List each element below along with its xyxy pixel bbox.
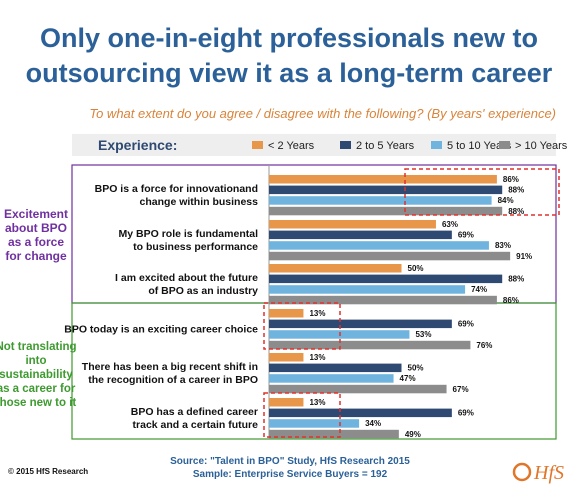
source-line-2: Sample: Enterprise Service Buyers = 192 — [193, 469, 388, 480]
value-label-4-3: 67% — [453, 385, 469, 394]
bar-5-3 — [269, 429, 399, 439]
bar-4-0 — [269, 353, 304, 362]
logo-text: HfS — [533, 462, 564, 484]
group-label-1-line-2: sustainability — [0, 369, 73, 381]
value-label-1-0: 63% — [442, 220, 458, 229]
legend-heading: Experience: — [98, 137, 177, 153]
bar-4-2 — [269, 374, 394, 383]
logo: HfS — [512, 462, 564, 484]
bar-0-0 — [269, 175, 497, 184]
bar-2-1 — [269, 274, 503, 284]
legend-swatch-0 — [252, 141, 263, 149]
group-label-1-line-0: Not translating — [0, 341, 77, 353]
legend-swatch-3 — [499, 141, 510, 149]
bar-3-1 — [269, 319, 452, 329]
bar-1-1 — [269, 230, 452, 240]
category-label-1-line-1: to business performance — [133, 241, 258, 253]
highlight-box-1 — [263, 302, 341, 350]
category-label-0-line-1: change within business — [140, 196, 259, 208]
bar-3-0 — [269, 309, 304, 318]
category-label-2-line-1: of BPO as an industry — [148, 285, 258, 297]
value-label-5-2: 34% — [365, 419, 381, 428]
value-label-2-3: 86% — [503, 296, 519, 305]
value-label-1-1: 69% — [458, 231, 474, 240]
group-label-0-line-1: about BPO — [5, 221, 67, 235]
category-label-4-line-0: There has been a big recent shift in — [82, 361, 258, 373]
value-label-1-3: 91% — [516, 252, 532, 261]
value-label-3-3: 76% — [476, 341, 492, 350]
value-label-5-0: 13% — [309, 398, 325, 407]
highlight-boxes — [263, 168, 560, 438]
bar-1-3 — [269, 251, 511, 261]
group-label-1-line-4: those new to it — [0, 397, 76, 409]
bar-0-3 — [269, 206, 503, 216]
category-label-3-line-0: BPO today is an exciting career choice — [64, 324, 258, 336]
bar-4-3 — [269, 384, 447, 394]
value-label-0-0: 86% — [503, 175, 519, 184]
bars — [269, 175, 511, 439]
legend: < 2 Years 2 to 5 Years 5 to 10 Years > 10 Y… — [252, 140, 568, 152]
copyright: © 2015 HfS Research — [8, 467, 88, 476]
highlight-box-0 — [404, 168, 560, 216]
legend-label-1: 2 to 5 Years — [356, 140, 415, 152]
subtitle: To what extent do you agree / disagree w… — [89, 106, 556, 121]
value-label-3-2: 53% — [415, 330, 431, 339]
value-labels: 86%88%84%88%63%69%83%91%50%88%74%86%13%6… — [309, 175, 532, 439]
bar-3-2 — [269, 330, 410, 339]
value-label-4-1: 50% — [408, 364, 424, 373]
value-label-5-1: 69% — [458, 409, 474, 418]
value-label-3-1: 69% — [458, 320, 474, 329]
title-line-1: Only one-in-eight professionals new to — [40, 23, 538, 53]
legend-label-3: > 10 Years — [515, 140, 568, 152]
source-line-1: Source: "Talent in BPO" Study, HfS Resea… — [170, 456, 410, 467]
bar-5-1 — [269, 408, 452, 418]
bar-1-0 — [269, 220, 436, 229]
bar-5-0 — [269, 398, 304, 407]
bar-4-1 — [269, 363, 402, 373]
legend-label-2: 5 to 10 Years — [447, 140, 512, 152]
group-label-1-line-3: as a career for — [0, 383, 76, 395]
value-label-2-1: 88% — [508, 275, 524, 284]
category-label-2-line-0: I am excited about the future — [115, 272, 258, 284]
value-label-0-1: 88% — [508, 186, 524, 195]
value-label-5-3: 49% — [405, 430, 421, 439]
bar-2-3 — [269, 295, 497, 305]
value-label-1-2: 83% — [495, 241, 511, 250]
bar-5-2 — [269, 419, 360, 428]
legend-label-0: < 2 Years — [268, 140, 315, 152]
title-line-2: outsourcing view it as a long-term caree… — [26, 58, 553, 88]
category-label-0-line-0: BPO is a force for innovationand — [95, 183, 258, 195]
legend-swatch-1 — [340, 141, 351, 149]
group-label-0-line-2: as a force — [8, 235, 64, 249]
group-label-0-line-0: Excitement — [4, 207, 68, 221]
highlight-box-2 — [263, 392, 341, 438]
logo-swirl-icon — [512, 462, 532, 482]
value-label-2-2: 74% — [471, 285, 487, 294]
value-label-4-0: 13% — [309, 353, 325, 362]
group-label-0-line-3: for change — [5, 249, 67, 263]
category-label-4-line-1: the recognition of a career in BPO — [88, 374, 258, 386]
bar-0-2 — [269, 196, 492, 205]
value-label-4-2: 47% — [400, 374, 416, 383]
bar-2-0 — [269, 264, 402, 273]
category-label-5-line-0: BPO has a defined career — [131, 406, 258, 418]
category-label-1-line-0: My BPO role is fundamental — [119, 228, 259, 240]
value-label-2-0: 50% — [408, 264, 424, 273]
bar-0-1 — [269, 185, 503, 195]
bar-1-2 — [269, 241, 489, 250]
legend-swatch-2 — [431, 141, 442, 149]
bar-3-3 — [269, 340, 471, 350]
value-label-0-3: 88% — [508, 207, 524, 216]
value-label-3-0: 13% — [309, 309, 325, 318]
category-label-5-line-1: track and a certain future — [133, 419, 259, 431]
group-label-1-line-1: into — [25, 355, 46, 367]
bar-2-2 — [269, 285, 466, 294]
value-label-0-2: 84% — [498, 196, 514, 205]
legend-band — [72, 134, 556, 156]
